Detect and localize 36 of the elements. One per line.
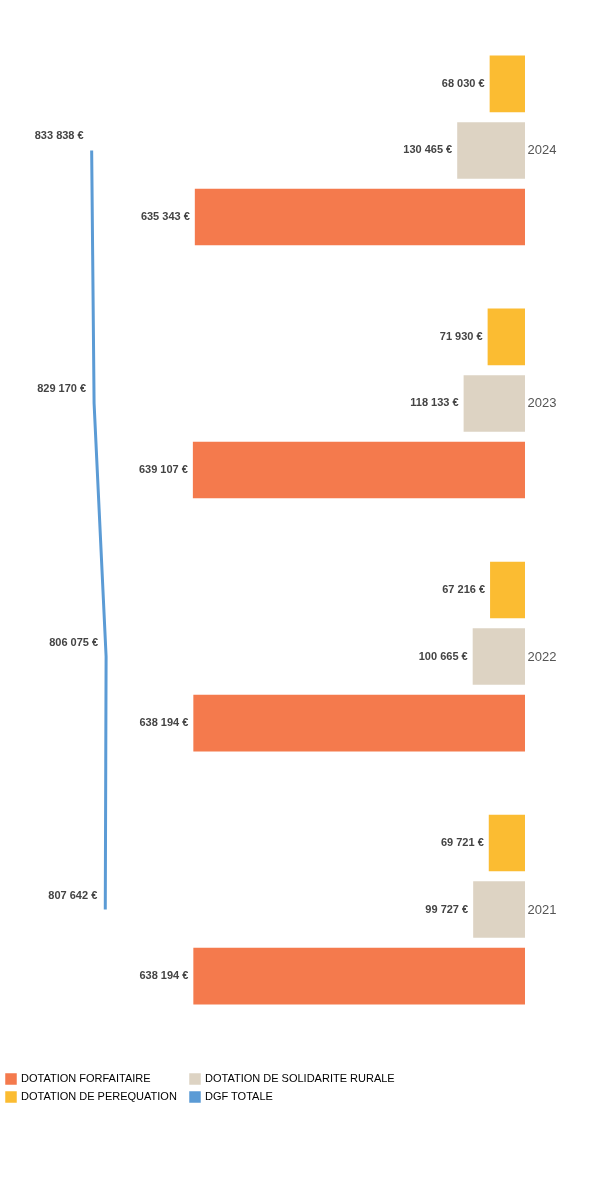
bar [473, 881, 525, 938]
data-label: 806 075 € [49, 635, 99, 648]
data-label: 67 216 € [442, 582, 486, 595]
bar [472, 628, 525, 685]
data-label: 99 727 € [425, 902, 469, 915]
data-label: 71 930 € [439, 329, 483, 342]
data-label: 69 721 € [440, 835, 484, 848]
data-label: 638 194 € [139, 716, 189, 729]
bar [489, 55, 525, 113]
data-label: 638 194 € [139, 969, 189, 982]
bar [463, 375, 525, 432]
data-label: 635 343 € [140, 210, 190, 223]
y-tick-label: 2024 [527, 142, 557, 158]
legend-label: DOTATION DE PEREQUATION [21, 1090, 177, 1102]
bar [457, 122, 525, 179]
bar [193, 947, 525, 1005]
y-tick-label: 2023 [527, 395, 557, 411]
data-label: 68 030 € [441, 76, 485, 89]
data-label: 639 107 € [138, 463, 188, 476]
y-tick-label: 2021 [527, 901, 557, 917]
bar [194, 188, 525, 246]
data-label: 100 665 € [418, 649, 468, 662]
data-label: 807 642 € [48, 888, 98, 901]
data-label: 118 133 € [410, 396, 459, 409]
bar [193, 694, 525, 752]
data-label: 833 838 € [34, 129, 84, 142]
bar [192, 441, 525, 499]
bar [488, 814, 525, 872]
bar [490, 561, 525, 619]
y-tick-label: 2022 [527, 648, 557, 664]
legend-label: DGF TOTALE [205, 1090, 273, 1102]
bar [487, 308, 525, 366]
legend-label: DOTATION DE SOLIDARITE RURALE [205, 1072, 395, 1084]
legend-label: DOTATION FORFAITAIRE [21, 1072, 151, 1084]
data-label: 130 465 € [403, 143, 453, 156]
data-label: 829 170 € [37, 382, 87, 395]
